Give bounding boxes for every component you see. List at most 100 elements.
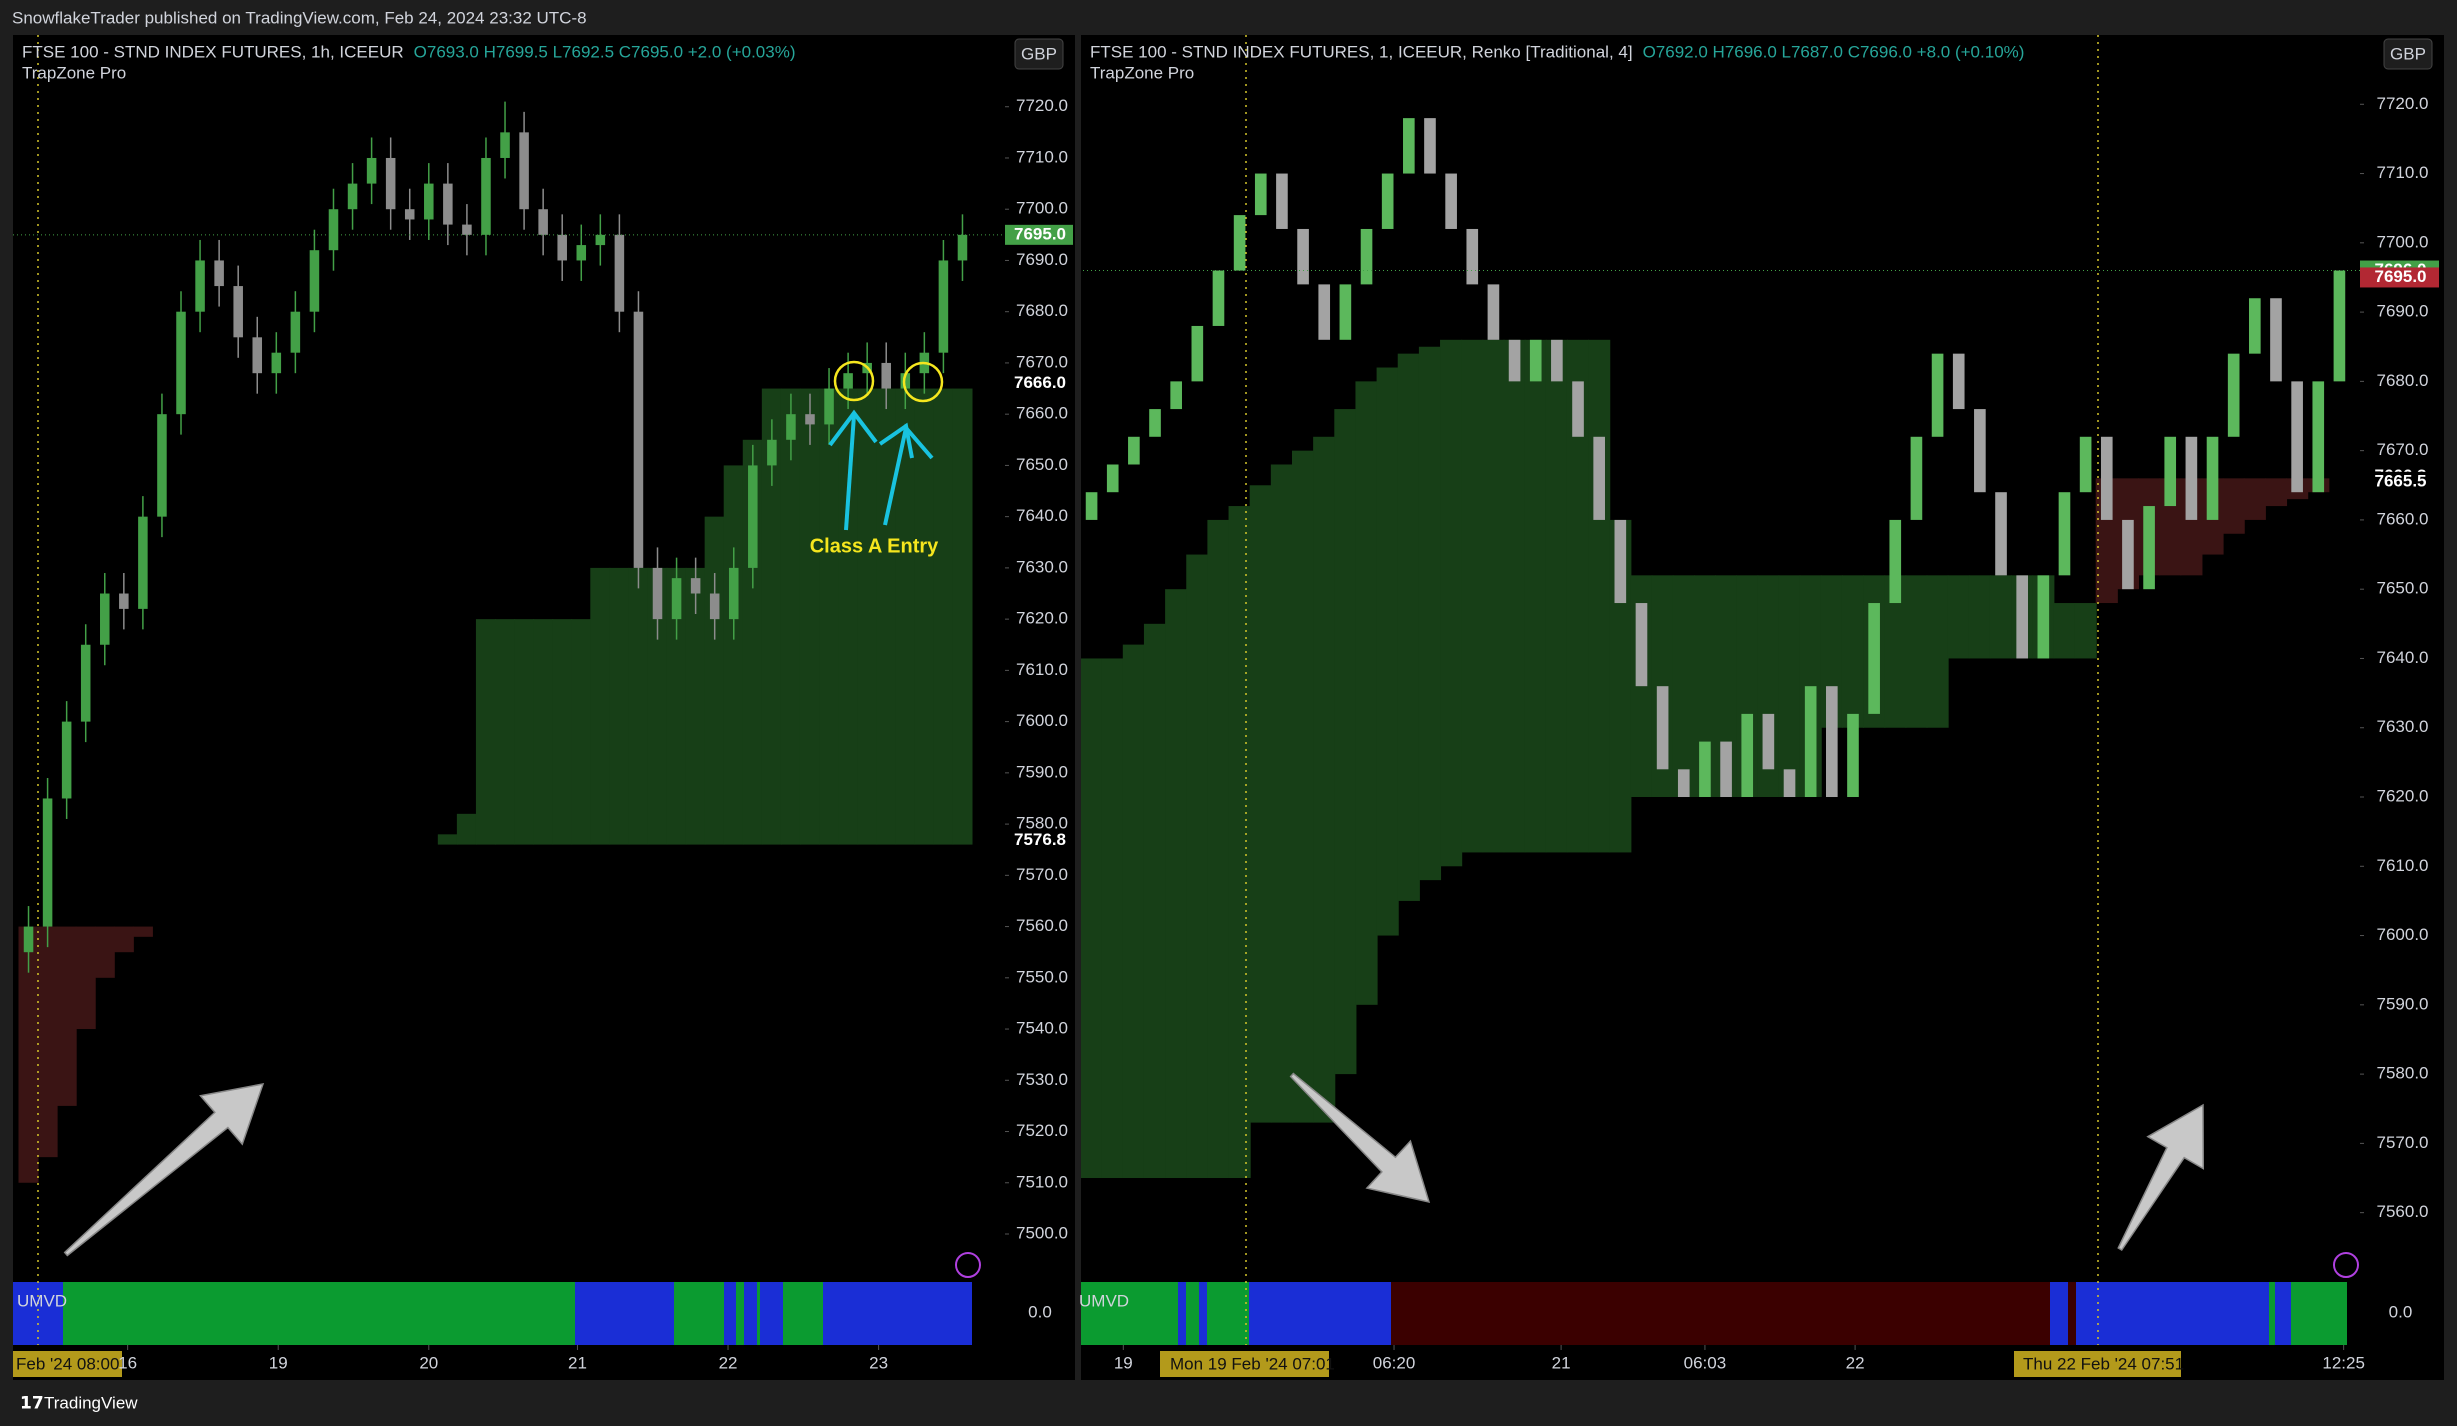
renko-brick [1339, 284, 1352, 340]
renko-brick [1826, 686, 1838, 798]
candle-body [900, 373, 911, 389]
alert-icon [955, 1252, 981, 1278]
entry-circle [833, 360, 875, 402]
trap-zone [1482, 339, 1505, 853]
renko-brick [1910, 436, 1923, 520]
y-tick-label: 7680.0 [1016, 301, 1068, 320]
y-tick-label: 7560.0 [1016, 916, 1068, 935]
direction-arrow [63, 1083, 265, 1257]
x-tick-label: 19 [1114, 1353, 1133, 1372]
currency: GBP [1021, 44, 1057, 63]
candle-body [748, 465, 758, 568]
trap-zone [1165, 589, 1188, 1179]
entry-circle [902, 361, 944, 403]
trap-zone [838, 388, 859, 845]
candle-body [671, 578, 682, 620]
trap-zone [876, 388, 897, 845]
renko-brick [1804, 686, 1817, 798]
trap-zone [799, 388, 821, 845]
renko-brick [1974, 409, 1986, 493]
trap-zone [1461, 339, 1484, 853]
renko-brick [2333, 270, 2346, 382]
candle-body [271, 352, 282, 374]
renko-brick [1360, 228, 1373, 285]
renko-brick [1254, 173, 1267, 216]
candle-body [595, 234, 606, 246]
y-tick-label: 7600.0 [1016, 711, 1068, 730]
renko-brick [1128, 436, 1140, 465]
trap-zone [857, 388, 878, 845]
price-label-box [1005, 224, 1073, 245]
x-tick-label: 22 [1846, 1353, 1865, 1372]
candle-body [138, 516, 148, 609]
trap-zone [1228, 506, 1251, 1179]
candle-body [195, 260, 205, 312]
renko-brick [1149, 409, 1161, 437]
annotation: Class A Entry [810, 535, 939, 557]
trap-zone [1081, 658, 1103, 1179]
candle-body [424, 183, 434, 220]
renko-brick [1635, 603, 1648, 687]
renko-brick [1487, 284, 1500, 340]
trap-zone [895, 388, 916, 845]
plot-right [1081, 118, 2360, 1179]
trap-zone [647, 567, 668, 845]
candle-body [538, 209, 548, 235]
renko-brick [1529, 339, 1542, 382]
trap-zone [1588, 339, 1611, 853]
trap-zone [1566, 339, 1590, 853]
trap-zone [780, 388, 801, 845]
osc-seg [575, 1282, 674, 1345]
renko-brick [1191, 325, 1204, 382]
y-tick-label: 7690.0 [1016, 250, 1068, 269]
candle-body [805, 414, 815, 425]
candle-body [824, 388, 834, 425]
y-tick-label: 7550.0 [1016, 967, 1068, 986]
trap-zone [819, 388, 840, 845]
renko-brick [1085, 492, 1098, 520]
osc-seg [2050, 1282, 2068, 1345]
y-tick-label: 7580.0 [1016, 814, 1068, 833]
candle-body [366, 157, 377, 184]
renko-brick [2270, 298, 2282, 382]
price-label: 7695.0 [2375, 267, 2427, 286]
candle-body [80, 644, 91, 722]
osc-seg [724, 1282, 736, 1345]
x-tick-label: 21 [568, 1353, 587, 1372]
candle-body [576, 245, 587, 261]
candle-body [290, 311, 301, 353]
crosshair-label: Feb '24 08:00 [16, 1354, 119, 1373]
trap-zone [1884, 575, 1907, 728]
candle-body [23, 926, 34, 953]
trap-zone [761, 388, 782, 845]
oscillator-name: UMVD [17, 1291, 67, 1310]
y-tick-label: 7640.0 [1016, 506, 1068, 525]
osc-seg [1081, 1282, 1178, 1345]
y-tick-label: 7690.0 [2377, 302, 2429, 321]
y-tick-label: 7620.0 [1016, 609, 1068, 628]
trap-zone [533, 619, 554, 845]
trap-zone [1376, 367, 1399, 936]
renko-brick [1614, 519, 1627, 604]
osc-seg [1186, 1282, 1199, 1345]
candle-body [233, 286, 243, 338]
candle-body [728, 567, 739, 620]
trap-zone [1524, 339, 1547, 853]
candle-body [633, 311, 644, 568]
trap-zone [1503, 339, 1526, 853]
trap-zone [933, 388, 954, 845]
osc-seg [1207, 1282, 1249, 1345]
renko-brick [2016, 575, 2028, 659]
osc-seg [823, 1282, 972, 1345]
candle-body [462, 224, 472, 235]
trap-zone [2222, 478, 2245, 534]
trap-zone [1926, 575, 1949, 728]
candle-body [61, 721, 72, 799]
y-tick-label: 7640.0 [2377, 648, 2429, 667]
y-tick-label: 7610.0 [1016, 660, 1068, 679]
trap-zone [495, 619, 516, 845]
renko-brick [2143, 506, 2155, 590]
renko-brick [2185, 436, 2198, 520]
osc-seg [674, 1282, 724, 1345]
y-tick-label: 7660.0 [1016, 404, 1068, 423]
